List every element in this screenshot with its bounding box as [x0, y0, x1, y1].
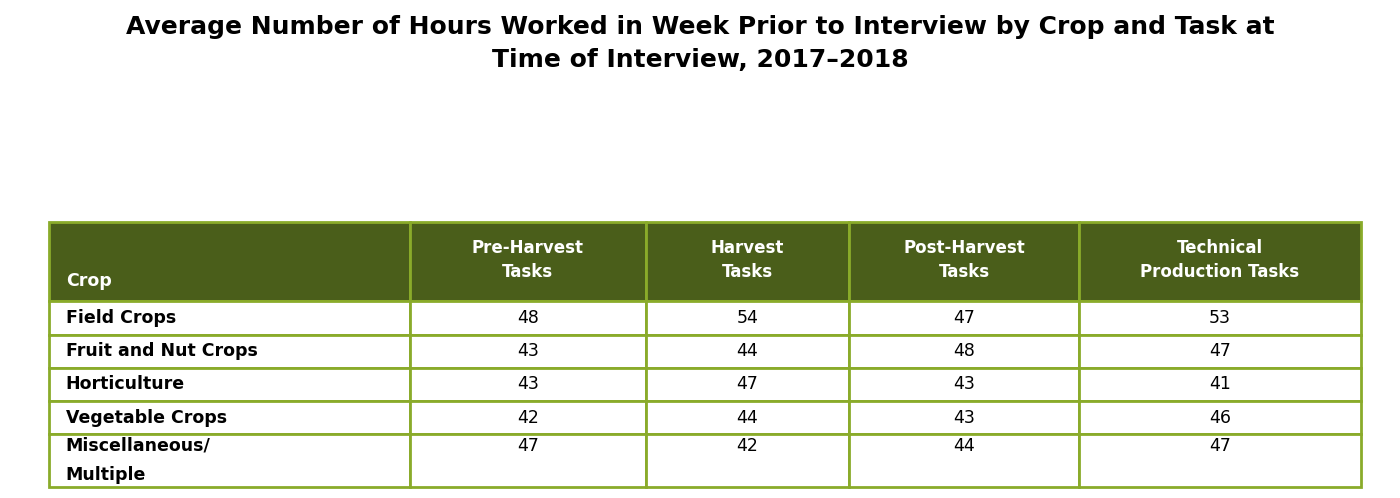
Text: Post-Harvest
Tasks: Post-Harvest Tasks — [903, 239, 1025, 281]
Text: 48: 48 — [517, 309, 539, 327]
Text: 42: 42 — [517, 409, 539, 427]
FancyBboxPatch shape — [49, 301, 410, 335]
Text: Fruit and Nut Crops: Fruit and Nut Crops — [66, 342, 258, 360]
Text: 43: 43 — [517, 342, 539, 360]
FancyBboxPatch shape — [850, 434, 1079, 487]
Text: 47: 47 — [953, 309, 974, 327]
FancyBboxPatch shape — [410, 368, 645, 401]
Text: 42: 42 — [736, 437, 759, 455]
Text: Technical
Production Tasks: Technical Production Tasks — [1140, 239, 1299, 281]
FancyBboxPatch shape — [645, 301, 850, 335]
FancyBboxPatch shape — [850, 222, 1079, 301]
FancyBboxPatch shape — [645, 222, 850, 301]
FancyBboxPatch shape — [1079, 401, 1361, 434]
FancyBboxPatch shape — [850, 301, 1079, 335]
FancyBboxPatch shape — [645, 335, 850, 368]
Text: 54: 54 — [736, 309, 759, 327]
FancyBboxPatch shape — [410, 301, 645, 335]
Text: 44: 44 — [736, 342, 759, 360]
FancyBboxPatch shape — [410, 222, 645, 301]
Text: Multiple: Multiple — [66, 467, 146, 485]
FancyBboxPatch shape — [410, 401, 645, 434]
Text: 43: 43 — [953, 375, 974, 393]
FancyBboxPatch shape — [1079, 335, 1361, 368]
Text: 43: 43 — [953, 409, 974, 427]
FancyBboxPatch shape — [850, 401, 1079, 434]
FancyBboxPatch shape — [1079, 222, 1361, 301]
Text: Vegetable Crops: Vegetable Crops — [66, 409, 227, 427]
Text: 47: 47 — [1208, 342, 1231, 360]
Text: 44: 44 — [953, 437, 974, 455]
Text: Field Crops: Field Crops — [66, 309, 176, 327]
FancyBboxPatch shape — [49, 335, 410, 368]
FancyBboxPatch shape — [850, 368, 1079, 401]
FancyBboxPatch shape — [49, 222, 410, 301]
FancyBboxPatch shape — [1079, 301, 1361, 335]
Text: 41: 41 — [1208, 375, 1231, 393]
FancyBboxPatch shape — [49, 434, 410, 487]
FancyBboxPatch shape — [645, 434, 850, 487]
FancyBboxPatch shape — [49, 368, 410, 401]
Text: 44: 44 — [736, 409, 759, 427]
Text: 47: 47 — [736, 375, 759, 393]
FancyBboxPatch shape — [49, 401, 410, 434]
Text: 43: 43 — [517, 375, 539, 393]
FancyBboxPatch shape — [410, 434, 645, 487]
Text: Crop: Crop — [66, 272, 112, 290]
FancyBboxPatch shape — [850, 335, 1079, 368]
Text: Pre-Harvest
Tasks: Pre-Harvest Tasks — [472, 239, 584, 281]
Text: Horticulture: Horticulture — [66, 375, 185, 393]
Text: 53: 53 — [1208, 309, 1231, 327]
Text: 47: 47 — [517, 437, 539, 455]
FancyBboxPatch shape — [1079, 434, 1361, 487]
FancyBboxPatch shape — [645, 401, 850, 434]
Text: Average Number of Hours Worked in Week Prior to Interview by Crop and Task at
Ti: Average Number of Hours Worked in Week P… — [126, 15, 1274, 72]
Text: 46: 46 — [1208, 409, 1231, 427]
FancyBboxPatch shape — [1079, 368, 1361, 401]
Text: Harvest
Tasks: Harvest Tasks — [711, 239, 784, 281]
Text: 48: 48 — [953, 342, 974, 360]
Text: 47: 47 — [1208, 437, 1231, 455]
FancyBboxPatch shape — [410, 335, 645, 368]
FancyBboxPatch shape — [645, 368, 850, 401]
Text: Miscellaneous/: Miscellaneous/ — [66, 437, 210, 455]
